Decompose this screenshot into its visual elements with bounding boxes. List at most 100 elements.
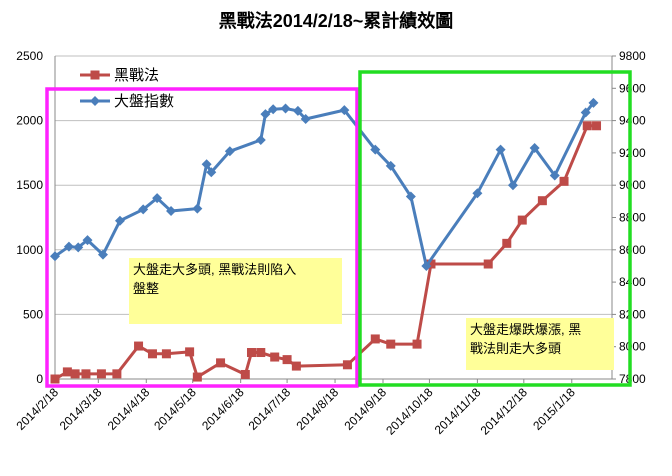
data-point [260,109,271,120]
data-point [582,121,592,131]
data-point [405,191,416,202]
data-point [81,369,91,379]
data-point [342,360,352,370]
data-point [412,339,422,349]
right-tick-label: 9200 [619,146,646,160]
data-point [50,251,60,262]
data-point [507,180,518,191]
data-point [166,206,177,217]
left-tick-label: 500 [23,307,43,321]
data-point [426,259,436,269]
data-point [97,249,108,260]
data-point [192,372,202,382]
data-point [216,358,226,368]
data-point [495,144,506,155]
data-point [192,203,203,214]
data-point [185,347,195,357]
data-point [268,104,279,115]
x-tick-label: 2014/2/18 [13,385,61,433]
right-tick-label: 9400 [619,114,646,128]
data-point [138,204,149,215]
data-point [147,349,157,359]
annotation-text: 大盤走大多頭, 黑戰法則陷入 [133,262,296,277]
data-point [282,355,292,365]
left-tick-label: 1000 [16,243,43,257]
right-tick-label: 8000 [619,340,646,354]
x-tick-label: 2014/8/18 [294,385,342,433]
x-tick-label: 2014/11/18 [432,385,484,437]
data-point [421,260,432,271]
data-point [63,241,74,252]
right-tick-label: 7800 [619,372,646,386]
annotation-box [466,318,614,370]
data-point [517,215,527,225]
right-tick-label: 8400 [619,275,646,289]
data-point [529,143,540,154]
right-tick-label: 9800 [619,49,646,63]
chart-title: 黑戰法2014/2/18~累計績效圖 [219,10,454,31]
data-point [386,339,396,349]
data-point [70,369,80,379]
x-tick-label: 2014/9/18 [341,385,389,433]
left-axis-ticks: 0 500 1000 1500 2000 2500 [16,49,43,386]
data-point [134,341,144,351]
x-tick-label: 2014/4/18 [105,385,153,433]
legend-label: 大盤指數 [114,93,174,110]
x-tick-label: 2014/3/18 [57,385,105,433]
data-point [152,193,163,204]
data-point [62,367,72,377]
legend-marker [90,70,100,80]
annotation-text: 大盤走爆跌爆漲, 黑 [470,322,581,337]
data-point [201,159,212,170]
data-point [206,167,217,178]
right-tick-label: 8200 [619,307,646,321]
data-point [339,105,350,116]
data-point [549,170,560,181]
data-point [370,144,381,155]
annotation-text: 盤整 [133,281,159,296]
data-point [472,188,483,199]
data-point [112,369,122,379]
left-tick-label: 2500 [16,49,43,63]
left-tick-label: 1500 [16,178,43,192]
right-axis-ticks: 7800 8000 8200 8400 8600 8800 9000 9200 9400 9600… [612,49,646,386]
data-point [161,349,171,359]
data-point [96,369,106,379]
x-tick-label: 2014/10/18 [383,385,436,438]
data-point [580,107,591,118]
data-point [588,97,599,108]
data-point [255,134,266,145]
data-point [82,235,93,246]
data-point [246,348,256,358]
data-point [270,352,280,362]
right-tick-label: 8800 [619,211,646,225]
x-tick-label: 2014/6/18 [199,385,247,433]
left-tick-label: 0 [36,372,43,386]
highlight-boxes [45,70,632,388]
right-tick-label: 8600 [619,243,646,257]
data-point [385,160,396,171]
data-point [559,176,569,186]
data-point [291,361,301,371]
data-point [292,105,303,116]
data-point [537,196,547,206]
right-tick-label: 9600 [619,81,646,95]
data-point [280,103,291,114]
x-tick-label: 2014/12/18 [478,385,531,438]
data-point [483,259,493,269]
data-point [50,374,60,384]
data-point [370,334,380,344]
annotation-text: 戰法則走大多頭 [470,341,561,356]
data-point [114,215,125,226]
data-point [256,348,266,358]
data-point [73,242,84,253]
series-layer [50,97,602,384]
data-point [300,113,311,124]
legend-marker [90,96,100,106]
data-point [240,369,250,379]
